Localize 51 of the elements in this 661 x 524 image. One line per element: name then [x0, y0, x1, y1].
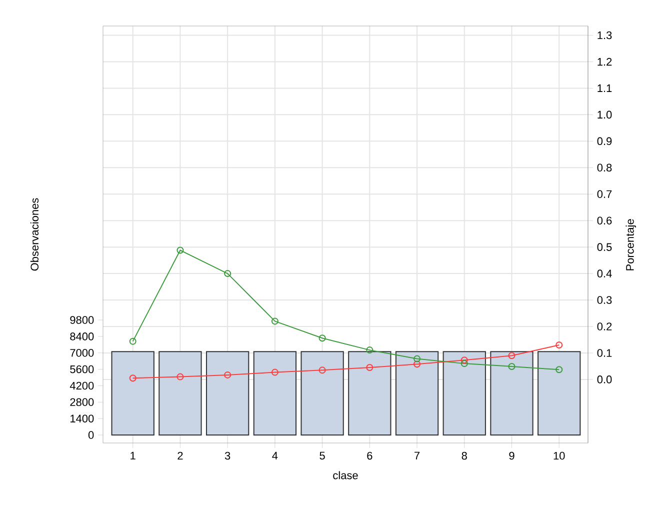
y-tick-label: 0: [88, 431, 94, 439]
x-tick-label: 4: [272, 452, 278, 460]
y2-tick-label: 0.8: [597, 164, 612, 172]
y-tick-label: 2800: [70, 398, 94, 406]
y2-tick-label: 0.1: [597, 349, 612, 357]
point: [414, 360, 421, 368]
point: [366, 364, 374, 372]
point: [366, 346, 374, 354]
x-tick-label: 9: [509, 452, 514, 460]
y-axis-title: Observaciones: [30, 198, 39, 271]
x-tick-label: 2: [178, 452, 183, 460]
y-tick-label: 9800: [70, 316, 94, 324]
point: [508, 352, 516, 360]
point: [176, 373, 184, 380]
x-axis-title: clase: [333, 471, 358, 480]
point: [318, 334, 326, 342]
y2-tick-label: 0.6: [597, 216, 612, 224]
y2-tick-label: 0.2: [597, 322, 612, 330]
y-tick-label: 7000: [70, 348, 94, 357]
y2-tick-label: 1.3: [598, 31, 612, 40]
x-tick-label: 5: [320, 452, 325, 460]
y2-tick-label: 0.7: [597, 190, 612, 198]
y2-tick-label: 0.3: [597, 296, 612, 304]
y-tick-label: 4200: [70, 382, 94, 390]
y2-tick-label: 0.4: [597, 270, 612, 278]
point: [271, 318, 278, 325]
y2-tick-label: 1.1: [598, 84, 612, 92]
x-tick-label: 8: [462, 452, 467, 460]
y2-axis-title: Porcentaje: [626, 219, 636, 270]
x-tick-label: 6: [367, 452, 372, 460]
point: [460, 356, 468, 364]
x-tick-label: 7: [414, 452, 420, 460]
point: [414, 355, 421, 362]
point: [460, 360, 468, 368]
y2-tick-label: 1.2: [598, 58, 612, 66]
y2-tick-label: 1.0: [598, 110, 612, 119]
y2-tick-label: 0.9: [597, 137, 612, 146]
point: [271, 368, 278, 376]
y-tick-label: 5600: [70, 365, 94, 374]
x-tick-label: 3: [224, 452, 230, 460]
x-tick-label: 1: [130, 452, 136, 460]
point: [224, 270, 232, 278]
y2-tick-label: 0.5: [597, 243, 612, 251]
point: [224, 371, 232, 378]
point: [176, 246, 184, 254]
x-tick-label: 10: [554, 452, 565, 460]
point: [318, 366, 326, 374]
y-tick-label: 8400: [70, 332, 94, 340]
point: [508, 362, 516, 370]
y2-tick-label: 0.0: [597, 376, 612, 384]
y-tick-label: 1400: [70, 414, 94, 422]
